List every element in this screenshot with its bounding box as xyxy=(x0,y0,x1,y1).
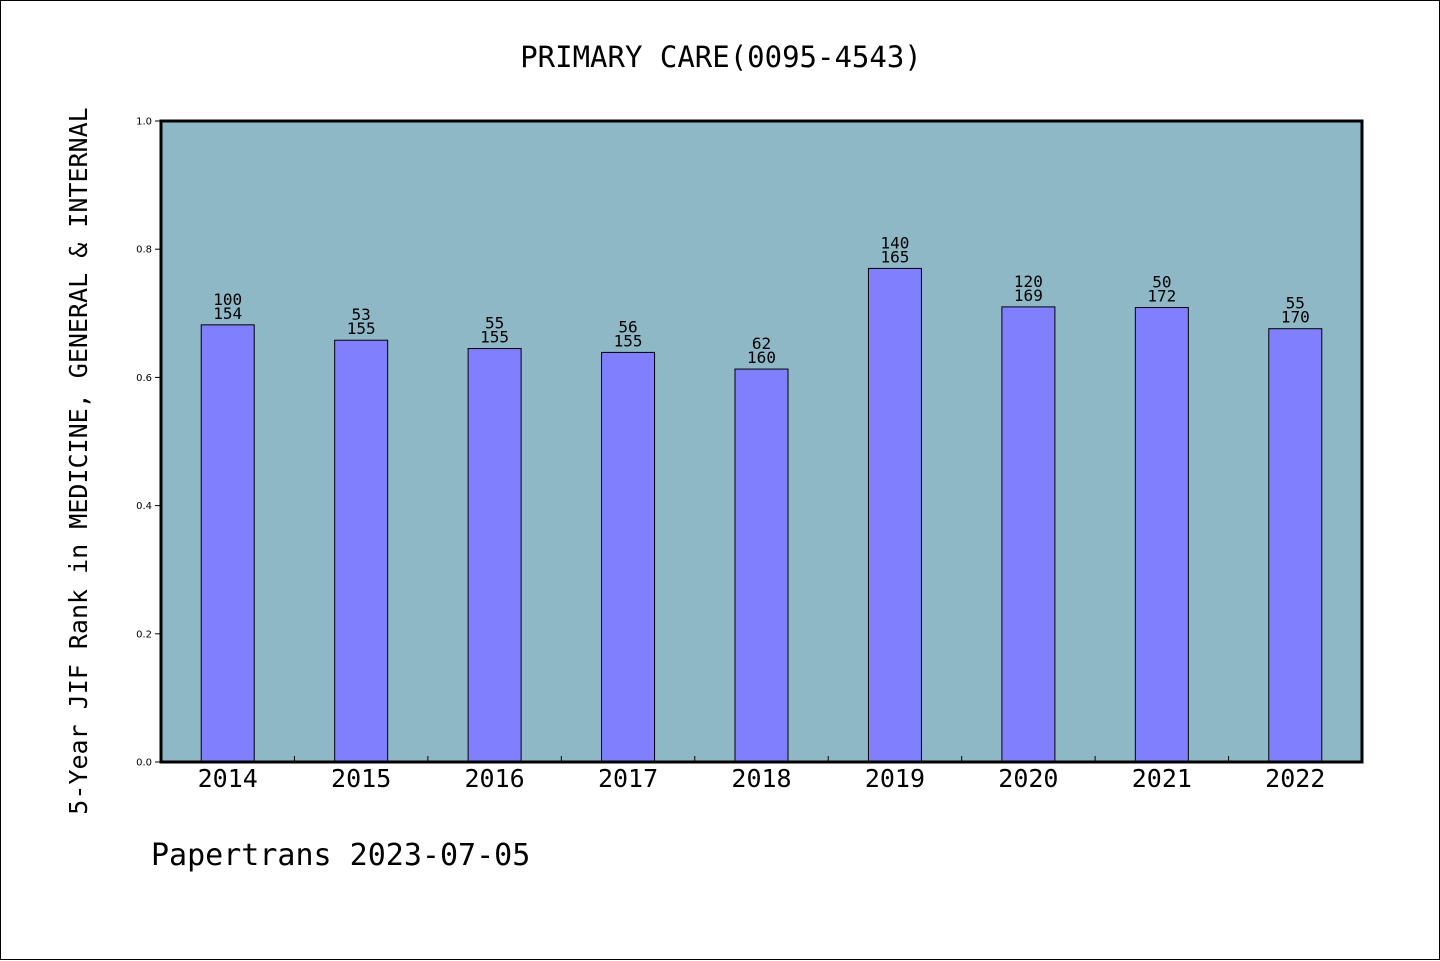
bar-2022 xyxy=(1268,328,1323,763)
y-tick-label: 0.6 xyxy=(136,373,152,384)
bar-total-label-2017: 155 xyxy=(614,331,643,350)
x-tick-label-2021: 2021 xyxy=(1132,764,1192,793)
bar-2019 xyxy=(867,267,922,763)
y-tick-label: 0.0 xyxy=(136,758,152,769)
bar-total-label-2022: 170 xyxy=(1281,308,1310,327)
bar-total-label-2014: 154 xyxy=(213,304,242,323)
y-tick-label: 0.2 xyxy=(136,629,152,640)
bar-total-label-2018: 160 xyxy=(747,348,776,367)
plot-border xyxy=(159,119,1364,764)
x-tick-label-2016: 2016 xyxy=(465,764,525,793)
bar-2018 xyxy=(734,368,789,763)
bar-total-label-2015: 155 xyxy=(347,319,376,338)
x-tick-label-2014: 2014 xyxy=(198,764,258,793)
bar-total-label-2016: 155 xyxy=(480,328,509,347)
bar-rank-label-2018: 62 xyxy=(752,334,771,353)
bar-rank-label-2022: 55 xyxy=(1286,294,1305,313)
bar-2014 xyxy=(200,324,255,763)
y-tick-label: 1.0 xyxy=(136,117,152,128)
x-tick-label-2022: 2022 xyxy=(1265,764,1325,793)
bar-total-label-2021: 172 xyxy=(1147,287,1176,306)
bar-rank-label-2020: 120 xyxy=(1014,272,1043,291)
x-tick-label-2015: 2015 xyxy=(331,764,391,793)
bar-2015 xyxy=(334,339,389,763)
bar-rank-label-2019: 140 xyxy=(880,233,909,252)
x-tick-label-2019: 2019 xyxy=(865,764,925,793)
x-tick-label-2017: 2017 xyxy=(598,764,658,793)
bar-rank-label-2015: 53 xyxy=(352,305,371,324)
bar-total-label-2019: 165 xyxy=(880,247,909,266)
bar-total-label-2020: 169 xyxy=(1014,286,1043,305)
footer-watermark: Papertrans 2023-07-05 xyxy=(151,838,530,873)
bar-rank-label-2021: 50 xyxy=(1152,273,1171,292)
y-axis-label: 5-Year JIF Rank in MEDICINE, GENERAL & I… xyxy=(64,107,93,814)
bar-2020 xyxy=(1001,306,1056,763)
y-tick-label: 0.4 xyxy=(136,501,152,512)
bar-2017 xyxy=(601,351,656,763)
bar-2016 xyxy=(467,348,522,763)
bar-2021 xyxy=(1134,307,1189,763)
chart-title: PRIMARY CARE(0095-4543) xyxy=(520,40,922,74)
bar-rank-label-2014: 100 xyxy=(213,290,242,309)
y-tick-label: 0.8 xyxy=(136,245,152,256)
axes-layer: 2014 2015 2016 2017 2018 2019 2020 2021 2022 0.0 0… xyxy=(136,117,1364,793)
x-tick-label-2018: 2018 xyxy=(731,764,791,793)
x-tick-label-2020: 2020 xyxy=(998,764,1058,793)
bar-rank-label-2016: 55 xyxy=(485,314,504,333)
bar-rank-label-2017: 56 xyxy=(618,317,637,336)
